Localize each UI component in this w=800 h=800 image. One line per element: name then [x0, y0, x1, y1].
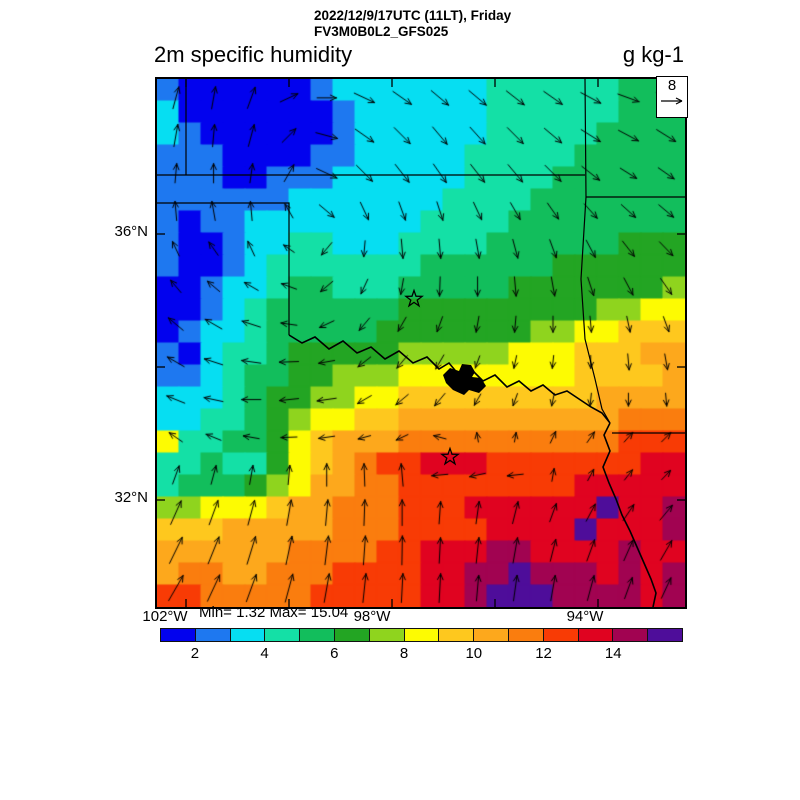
- lat-label: 36°N: [114, 223, 148, 240]
- header-model: FV3M0B0L2_GFS025: [314, 24, 449, 39]
- lat-label: 32°N: [114, 489, 148, 506]
- colorbar-segment: [578, 629, 614, 641]
- colorbar-label: 4: [260, 645, 269, 662]
- colorbar-segment: [334, 629, 370, 641]
- colorbar-label: 10: [465, 645, 483, 662]
- colorbar-segment: [613, 629, 649, 641]
- lake-texoma: [443, 364, 486, 395]
- colorbar-segment: [230, 629, 266, 641]
- colorbar-segment: [508, 629, 544, 641]
- colorbar-segment: [648, 629, 682, 641]
- ref-vector-value: 8: [667, 77, 677, 94]
- lon-label: 98°W: [353, 608, 391, 625]
- minmax-label: Min= 1.32 Max= 15.04: [199, 604, 349, 621]
- state-border: [580, 79, 611, 424]
- colorbar-label: 6: [330, 645, 339, 662]
- state-border: [157, 202, 290, 335]
- colorbar-segment: [404, 629, 440, 641]
- colorbar-segment: [543, 629, 579, 641]
- plot-title: 2m specific humidity: [154, 42, 353, 67]
- colorbar: [160, 628, 683, 642]
- city-star-marker: [440, 446, 460, 466]
- colorbar-label: 8: [399, 645, 409, 662]
- ref-vector-box: 8: [656, 76, 688, 118]
- colorbar-segment: [265, 629, 301, 641]
- humidity-field-canvas: [157, 79, 685, 607]
- units-label: g kg-1: [622, 42, 684, 67]
- sabine-river: [602, 422, 657, 607]
- lon-label: 102°W: [142, 608, 188, 625]
- header-datetime: 2022/12/9/17UTC (11LT), Friday: [314, 8, 512, 23]
- plot-header: 2022/12/9/17UTC (11LT), Friday FV3M0B0L2_…: [314, 8, 511, 40]
- ref-vector-arrow-icon: [661, 97, 683, 105]
- map-overlay-svg: [157, 79, 685, 607]
- colorbar-label: 14: [604, 645, 622, 662]
- colorbar-segment: [195, 629, 231, 641]
- lon-label: 94°W: [566, 608, 604, 625]
- colorbar-segment: [439, 629, 475, 641]
- colorbar-segment: [161, 629, 196, 641]
- city-star-marker: [404, 288, 424, 308]
- colorbar-segment: [369, 629, 405, 641]
- map-panel: 8: [155, 76, 688, 609]
- colorbar-segment: [474, 629, 509, 641]
- colorbar-segment: [300, 629, 335, 641]
- colorbar-label: 12: [535, 645, 552, 662]
- colorbar-label: 2: [190, 645, 200, 662]
